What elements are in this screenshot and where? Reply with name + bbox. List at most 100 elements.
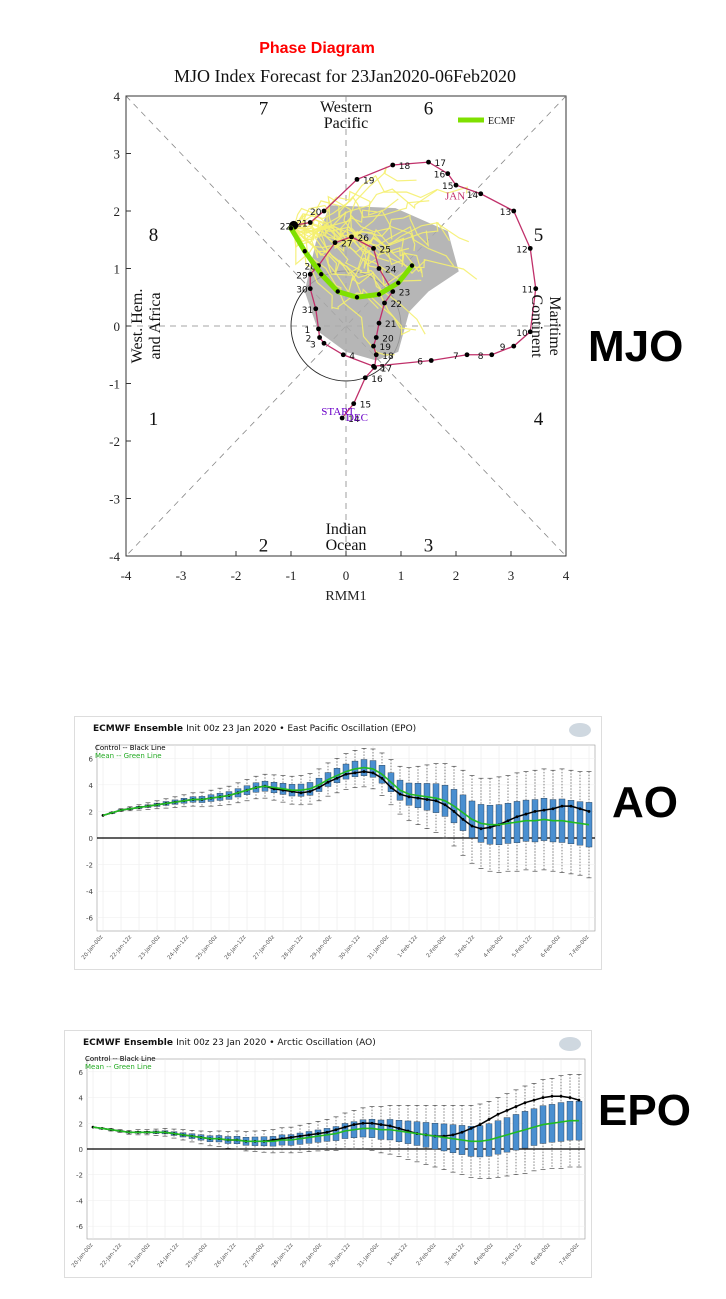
legend-control: Control -- Black Line [85,1055,156,1063]
region-label-bottom: Ocean [326,537,367,554]
ao-panel: ECMWF Ensemble Init 00z 23 Jan 2020 • Ar… [64,1030,592,1278]
x-tick-label: 22-Jan-12z [109,934,133,961]
x-tick-label: 26-Jan-12z [224,934,248,961]
control-point [532,1098,536,1102]
track-point [321,340,327,346]
track-point-label: 19 [363,176,375,186]
control-point [380,776,384,780]
control-point [343,1125,347,1129]
control-point [505,1109,509,1112]
track-point [511,208,517,214]
track-point [390,162,396,168]
control-point [298,1134,302,1138]
x-tick-label: -4 [121,568,132,583]
track-point-label: 6 [417,358,423,368]
track-point [307,271,313,277]
track-point [307,220,313,225]
x-tick-label: 26-Jan-12z [214,1242,238,1269]
phase-number-5: 5 [534,225,544,246]
control-point [335,776,339,780]
y-tick-label: 4 [114,89,121,104]
phase-number-6: 6 [424,99,434,120]
diagonal-line [125,95,567,557]
epo-label: EPO [598,1086,691,1135]
track-point [321,208,327,214]
x-tick-label: 24-Jan-12z [157,1242,181,1269]
control-point [523,1101,527,1105]
ensemble-member-line [293,214,430,248]
control-point [488,825,492,829]
control-point [362,770,366,773]
control-point [379,1123,383,1126]
track-point [332,240,338,246]
track-point [351,401,357,407]
track-point [464,352,470,358]
legend-mean: Mean -- Green Line [95,752,162,760]
x-tick-label: 4-Feb-00z [483,934,505,959]
epo-legend: Control -- Black Line Mean -- Green Line [95,744,166,760]
track-point-label: 11 [522,286,533,296]
control-point [307,1133,311,1137]
control-point [451,1133,455,1137]
y-tick-label: 4 [89,782,94,790]
track-point [339,415,345,421]
x-tick-label: 31-Jan-00z [367,934,391,961]
track-point-label: 16 [371,375,383,385]
diagonal-line [125,95,567,557]
track-point-label: 13 [500,208,511,218]
control-point [325,1130,329,1134]
track-point-label: 22 [391,300,402,310]
control-point [397,1127,401,1130]
jan-marker: JAN [445,191,465,203]
control-point [514,1105,518,1108]
track-point [445,171,451,177]
control-point [389,786,393,789]
track-point-label: 20 [382,335,394,345]
x-tick-label: -3 [176,568,187,583]
control-point [308,790,312,793]
x-tick-label: 28-Jan-12z [271,1242,295,1269]
mjo-phase-diagram: -4 -3 -2 -1 0 1 2 3 443210-1-2-3-4RMM11415161718… [109,89,570,604]
control-point [326,780,330,784]
track-point [371,363,376,369]
control-point [407,795,411,799]
ensemble-member-line [293,227,426,335]
control-point [533,810,537,813]
ensemble-member-line [293,174,468,229]
control-point [469,1127,473,1130]
x-tick-label: 23-Jan-00z [128,1242,152,1269]
y-tick-label: -4 [76,1197,84,1205]
control-point [317,786,321,789]
track-point [340,352,346,358]
ensemble-member-line [293,207,389,289]
control-point [398,792,402,796]
track-point-label: 21 [385,320,396,330]
track-point [317,335,322,340]
track-point [373,352,379,358]
mjo-title: Phase Diagram [259,40,375,57]
track-point-label: 1 [305,326,311,336]
ecmf-point [376,292,382,297]
phase-number-3: 3 [424,536,434,557]
control-point [416,796,420,800]
mean-line [92,1119,579,1143]
x-axis-label: RMM1 [325,589,366,604]
ecmf-point [302,249,307,254]
x-tick-label: 4-Feb-00z [473,1242,495,1267]
ecmf-point [396,280,401,286]
track-point-label: 18 [399,162,411,172]
control-point [487,1118,491,1121]
track-point-label: 27 [341,240,352,250]
x-tick-label: 23-Jan-00z [138,934,162,961]
x-tick-label: 3 [508,568,515,583]
region-label-left-line: and Africa [147,292,164,359]
y-tick-label: -2 [76,1172,83,1180]
track-point-label: 5 [380,363,386,373]
control-point [550,1094,554,1098]
control-point [577,1098,581,1102]
track-point [316,326,321,332]
track-point [354,176,360,182]
track-point [349,234,354,240]
ecmf-point [409,263,415,268]
x-tick-label: 0 [343,568,350,583]
